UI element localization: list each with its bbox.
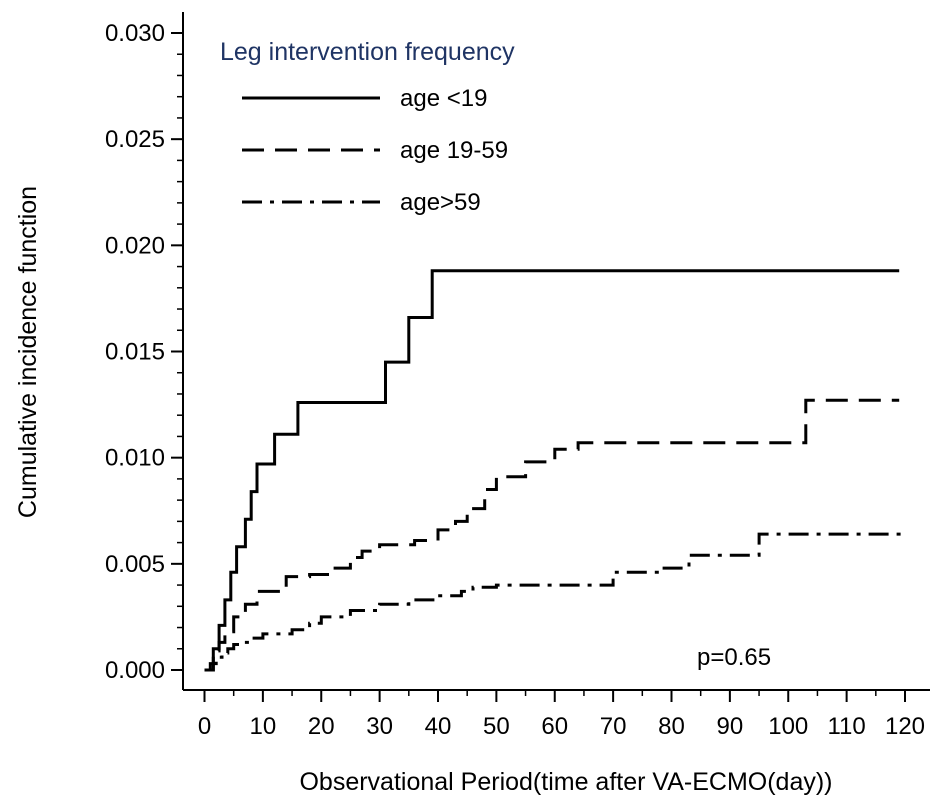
x-tick-label: 10 xyxy=(250,713,277,740)
series-line-3 xyxy=(204,532,905,672)
x-tick-label: 60 xyxy=(541,713,568,740)
y-tick-label: 0.000 xyxy=(105,657,165,684)
x-tick-label: 50 xyxy=(483,713,510,740)
x-tick-label: 70 xyxy=(600,713,627,740)
axes xyxy=(182,12,930,691)
x-tick-label: 110 xyxy=(827,713,865,740)
legend-label-2: age 19-59 xyxy=(400,137,508,164)
x-tick-label: 30 xyxy=(366,713,393,740)
series-line-2 xyxy=(204,398,900,672)
y-tick-label: 0.020 xyxy=(105,232,165,259)
legend-title: Leg intervention frequency xyxy=(220,38,515,66)
p-value-annotation: p=0.65 xyxy=(697,644,771,671)
x-tick-label: 90 xyxy=(717,713,744,740)
y-axis-title: Cumulative incidence function xyxy=(14,186,42,518)
x-tick-label: 40 xyxy=(425,713,452,740)
series-lines xyxy=(204,269,905,672)
legend-label-1: age <19 xyxy=(400,85,487,112)
x-tick-label: 80 xyxy=(658,713,685,740)
x-axis-title: Observational Period(time after VA-ECMO(… xyxy=(299,768,832,796)
y-tick-label: 0.025 xyxy=(105,126,165,153)
legend: Leg intervention frequency age <19 age 19… xyxy=(220,38,515,216)
legend-label-3: age>59 xyxy=(400,189,481,216)
y-tick-label: 0.010 xyxy=(105,445,165,472)
y-tick-label: 0.015 xyxy=(105,339,165,366)
y-tick-label: 0.030 xyxy=(105,20,165,47)
y-tick-label: 0.005 xyxy=(105,551,165,578)
x-tick-label: 20 xyxy=(308,713,335,740)
axis-ticks: 0.000 0.005 0.010 0.015 0.020 0.025 0.030 0 10 20… xyxy=(105,20,925,740)
x-tick-label: 0 xyxy=(198,713,211,740)
series-line-1 xyxy=(204,269,900,672)
x-tick-label: 100 xyxy=(768,713,808,740)
x-tick-label: 120 xyxy=(885,713,925,740)
